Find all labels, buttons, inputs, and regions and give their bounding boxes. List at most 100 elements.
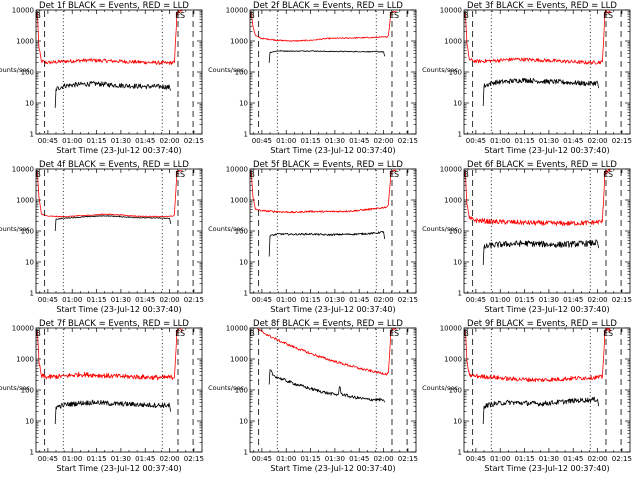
y-tick-label: 1 <box>458 131 462 139</box>
x-tick-label: 01:15 <box>86 137 106 145</box>
y-axis-label: Counts/sec <box>208 225 244 233</box>
x-tick-label: 02:00 <box>587 137 607 145</box>
x-tick-label: 01:30 <box>325 455 345 463</box>
x-tick-label: 01:00 <box>276 296 296 304</box>
marker-b-label: B <box>35 170 41 179</box>
axes-frame <box>35 168 203 294</box>
x-tick-label: 02:15 <box>184 137 204 145</box>
panel-series-group <box>36 10 183 108</box>
x-tick-label: 02:15 <box>184 296 204 304</box>
marker-s-label: S <box>394 11 399 20</box>
y-tick-label: 10000 <box>440 325 462 333</box>
series-events-line <box>54 215 172 232</box>
marker-s-label: S <box>608 170 613 179</box>
x-tick-label: 01:00 <box>62 137 82 145</box>
series-lld-line <box>464 10 611 65</box>
panel-title: Det 7f BLACK = Events, RED = LLD <box>39 319 189 329</box>
panel-det-5: B E S 1 10 100 1000 10000 00:45 01:00 01:15 01:30 01… <box>208 160 418 314</box>
panel-series-group <box>36 328 183 425</box>
marker-b-label: B <box>249 11 255 20</box>
panel-series-group <box>250 169 397 257</box>
x-tick-label: 01:15 <box>514 296 534 304</box>
x-axis-label: Start Time (23-Jul-12 00:37:40) <box>484 305 609 314</box>
marker-e-label: E <box>603 170 608 179</box>
y-tick-label: 10 <box>239 418 248 426</box>
y-tick-label: 1 <box>458 449 462 457</box>
marker-b-label: B <box>249 329 255 338</box>
x-tick-label: 00:45 <box>38 296 58 304</box>
panel-det-1: B E S 1 10 100 1000 10000 00:45 01:00 01:15 01:30 01… <box>0 1 204 155</box>
y-tick-label: 100 <box>449 69 462 77</box>
x-tick-label: 01:45 <box>563 455 583 463</box>
y-tick-label: 10 <box>453 259 462 267</box>
y-tick-label: 100 <box>235 228 248 236</box>
y-tick-label: 10000 <box>226 166 248 174</box>
y-tick-label: 10 <box>453 100 462 108</box>
y-tick-label: 1000 <box>16 356 34 364</box>
y-tick-label: 10000 <box>12 7 34 15</box>
x-axis-label: Start Time (23-Jul-12 00:37:40) <box>484 464 609 473</box>
y-axis-label: Counts/sec <box>422 66 458 74</box>
panel-title: Det 1f BLACK = Events, RED = LLD <box>39 1 189 11</box>
x-tick-label: 02:00 <box>373 296 393 304</box>
x-tick-label: 02:00 <box>159 455 179 463</box>
marker-e-label: E <box>175 170 180 179</box>
x-tick-label: 01:30 <box>325 137 345 145</box>
x-tick-label: 01:30 <box>539 455 559 463</box>
x-tick-label: 00:45 <box>38 137 58 145</box>
marker-e-label: E <box>603 11 608 20</box>
y-tick-label: 1 <box>30 131 34 139</box>
panel-det-3: B E S 1 10 100 1000 10000 00:45 01:00 01:15 01:30 01… <box>422 1 632 155</box>
y-tick-label: 1000 <box>230 38 248 46</box>
x-tick-label: 01:15 <box>514 455 534 463</box>
x-tick-label: 01:45 <box>349 137 369 145</box>
marker-e-label: E <box>175 329 180 338</box>
x-tick-label: 01:45 <box>563 137 583 145</box>
y-tick-label: 100 <box>449 387 462 395</box>
y-axis-label: Counts/sec <box>208 384 244 392</box>
y-axis-label: Counts/sec <box>0 384 30 392</box>
x-tick-label: 00:45 <box>252 296 272 304</box>
x-tick-label: 02:15 <box>184 455 204 463</box>
y-tick-label: 10 <box>25 418 34 426</box>
marker-b-label: B <box>35 329 41 338</box>
x-tick-label: 02:00 <box>159 296 179 304</box>
y-tick-label: 100 <box>235 387 248 395</box>
axes-frame <box>463 9 631 135</box>
panel-series-group <box>464 169 611 266</box>
axes-frame <box>35 9 203 135</box>
x-tick-label: 01:00 <box>276 455 296 463</box>
y-tick-label: 10000 <box>440 7 462 15</box>
series-lld-line <box>464 169 611 227</box>
panel-series-group <box>250 11 397 63</box>
x-tick-label: 01:45 <box>563 296 583 304</box>
x-tick-label: 00:45 <box>466 455 486 463</box>
y-tick-label: 100 <box>449 228 462 236</box>
x-tick-label: 01:45 <box>135 455 155 463</box>
x-tick-label: 01:30 <box>325 296 345 304</box>
y-tick-label: 10 <box>239 100 248 108</box>
y-tick-label: 1000 <box>230 197 248 205</box>
y-axis-label: Counts/sec <box>0 66 30 74</box>
y-tick-label: 100 <box>21 387 34 395</box>
y-tick-label: 1000 <box>444 38 462 46</box>
panel-title: Det 4f BLACK = Events, RED = LLD <box>39 160 189 170</box>
panel-det-4: B E S 1 10 100 1000 10000 00:45 01:00 01:15 01:30 01… <box>0 160 204 314</box>
x-tick-label: 01:15 <box>300 455 320 463</box>
y-axis-label: Counts/sec <box>422 225 458 233</box>
series-events-line <box>482 239 600 266</box>
y-tick-label: 10000 <box>12 325 34 333</box>
series-events-line <box>54 399 172 425</box>
marker-b-label: B <box>463 329 469 338</box>
series-events-line <box>482 396 600 425</box>
y-tick-label: 1000 <box>444 197 462 205</box>
series-lld-line <box>36 328 183 381</box>
panel-det-8: B E S 1 10 100 1000 10000 00:45 01:00 01:15 01:30 01… <box>208 319 418 473</box>
x-tick-label: 01:15 <box>86 296 106 304</box>
marker-b-label: B <box>249 170 255 179</box>
marker-e-label: E <box>603 329 608 338</box>
x-tick-label: 02:00 <box>159 137 179 145</box>
series-lld-line <box>250 169 397 214</box>
y-tick-label: 10000 <box>226 7 248 15</box>
